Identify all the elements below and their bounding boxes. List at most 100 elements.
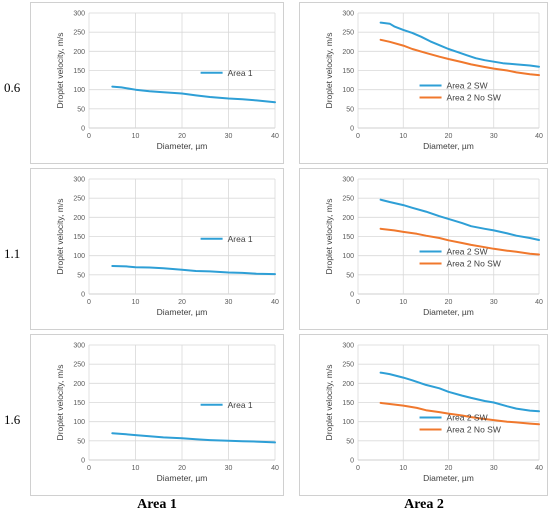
x-tick-label: 10 <box>132 133 140 140</box>
chart-panel-1-6-area-2: 0 50 100 150 200 250 300 0 10 20 30 40 Diameter, µm D… <box>299 334 548 496</box>
y-tick-label: 0 <box>350 458 354 465</box>
y-tick-label: 300 <box>73 177 85 184</box>
y-tick-label: 100 <box>342 419 354 426</box>
y-tick-label: 150 <box>342 68 354 75</box>
x-tick-label: 0 <box>356 465 360 472</box>
x-tick-label: 40 <box>271 133 279 140</box>
column-label-area-1: Area 1 <box>137 497 177 512</box>
legend-label: Area 2 SW <box>447 80 488 90</box>
y-tick-label: 200 <box>342 381 354 388</box>
chart-panel-0-6-area-2: 0 50 100 150 200 250 300 0 10 20 30 40 Diameter, µm D… <box>299 2 548 164</box>
legend-label: Area 2 SW <box>447 412 488 422</box>
x-tick-label: 10 <box>399 465 407 472</box>
column-label-area-2: Area 2 <box>404 497 444 512</box>
y-tick-label: 300 <box>73 11 85 18</box>
y-tick-label: 250 <box>342 362 354 369</box>
x-tick-label: 20 <box>178 133 186 140</box>
y-tick-label: 200 <box>342 49 354 56</box>
x-tick-label: 20 <box>445 465 453 472</box>
y-tick-label: 50 <box>346 438 354 445</box>
y-axis-title: Droplet velocity, m/s <box>55 33 65 109</box>
series-line <box>111 265 276 276</box>
x-tick-label: 30 <box>490 299 498 306</box>
y-tick-label: 250 <box>73 362 85 369</box>
series-line <box>379 198 540 241</box>
x-tick-label: 20 <box>178 465 186 472</box>
y-tick-label: 300 <box>342 11 354 18</box>
x-axis-title: Diameter, µm <box>157 307 208 317</box>
series-line <box>379 38 540 77</box>
y-tick-label: 300 <box>73 343 85 350</box>
x-axis-title: Diameter, µm <box>423 307 474 317</box>
y-tick-label: 200 <box>342 215 354 222</box>
y-tick-label: 0 <box>81 126 85 133</box>
x-tick-label: 10 <box>132 299 140 306</box>
x-axis-title: Diameter, µm <box>423 141 474 151</box>
y-tick-label: 50 <box>346 272 354 279</box>
chart-panel-1-6-area-1: 0 50 100 150 200 250 300 0 10 20 30 40 Diameter, µm D… <box>30 334 284 496</box>
y-tick-label: 50 <box>77 106 85 113</box>
x-tick-label: 30 <box>225 299 233 306</box>
y-tick-label: 150 <box>73 234 85 241</box>
legend-label: Area 2 No SW <box>447 424 501 434</box>
y-tick-label: 0 <box>350 126 354 133</box>
y-tick-label: 150 <box>342 234 354 241</box>
series-line <box>379 371 540 413</box>
x-tick-label: 0 <box>87 299 91 306</box>
y-tick-label: 250 <box>342 196 354 203</box>
y-tick-label: 250 <box>73 196 85 203</box>
legend-label: Area 1 <box>228 68 253 78</box>
y-tick-label: 100 <box>73 87 85 94</box>
x-axis-title: Diameter, µm <box>423 473 474 483</box>
x-tick-label: 20 <box>178 299 186 306</box>
y-tick-label: 300 <box>342 343 354 350</box>
chart-panel-1-1-area-1: 0 50 100 150 200 250 300 0 10 20 30 40 Diameter, µm D… <box>30 168 284 330</box>
y-tick-label: 0 <box>81 292 85 299</box>
x-tick-label: 40 <box>535 465 543 472</box>
y-tick-label: 300 <box>342 177 354 184</box>
row-label-1-6: 1.6 <box>4 412 21 427</box>
series-line <box>111 432 276 444</box>
row-label-1-1: 1.1 <box>4 246 21 261</box>
x-tick-label: 10 <box>399 133 407 140</box>
y-axis-title: Droplet velocity, m/s <box>55 365 65 441</box>
y-tick-label: 150 <box>73 68 85 75</box>
legend-label: Area 2 No SW <box>447 92 501 102</box>
series-line <box>111 85 276 104</box>
x-axis-title: Diameter, µm <box>157 473 208 483</box>
y-tick-label: 0 <box>350 292 354 299</box>
series-line <box>379 21 540 68</box>
y-tick-label: 50 <box>77 272 85 279</box>
y-tick-label: 250 <box>342 30 354 37</box>
y-tick-label: 50 <box>346 106 354 113</box>
x-tick-label: 40 <box>535 299 543 306</box>
series-line <box>379 401 540 426</box>
chart-panel-1-1-area-2: 0 50 100 150 200 250 300 0 10 20 30 40 Diameter, µm D… <box>299 168 548 330</box>
y-tick-label: 100 <box>73 253 85 260</box>
y-axis-title: Droplet velocity, m/s <box>324 199 334 275</box>
y-tick-label: 150 <box>73 400 85 407</box>
y-tick-label: 200 <box>73 215 85 222</box>
x-tick-label: 40 <box>271 299 279 306</box>
x-tick-label: 30 <box>490 465 498 472</box>
legend-label: Area 1 <box>228 234 253 244</box>
x-axis-title: Diameter, µm <box>157 141 208 151</box>
y-tick-label: 100 <box>342 87 354 94</box>
y-tick-label: 100 <box>73 419 85 426</box>
x-tick-label: 20 <box>445 299 453 306</box>
x-tick-label: 0 <box>87 133 91 140</box>
y-axis-title: Droplet velocity, m/s <box>324 33 334 109</box>
y-tick-label: 150 <box>342 400 354 407</box>
x-tick-label: 30 <box>490 133 498 140</box>
x-tick-label: 20 <box>445 133 453 140</box>
y-tick-label: 200 <box>73 49 85 56</box>
legend-label: Area 2 No SW <box>447 258 501 268</box>
y-tick-label: 0 <box>81 458 85 465</box>
y-tick-label: 50 <box>77 438 85 445</box>
y-tick-label: 100 <box>342 253 354 260</box>
x-tick-label: 0 <box>356 299 360 306</box>
x-tick-label: 10 <box>399 299 407 306</box>
chart-panel-0-6-area-1: 0 50 100 150 200 250 300 0 10 20 30 40 Diameter, µm D… <box>30 2 284 164</box>
series-line <box>379 227 540 256</box>
